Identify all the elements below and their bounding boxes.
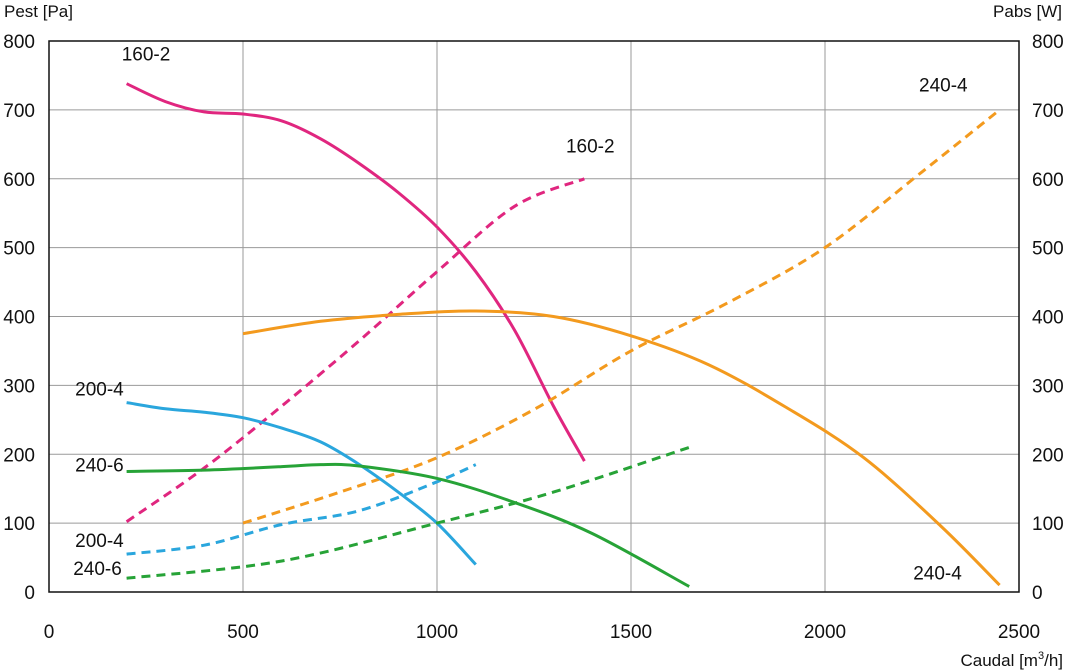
series-200-4-power-line [126,463,477,556]
x-tick-label: 0 [44,622,55,643]
x-tick-label: 2500 [998,622,1040,643]
series-label: 160-2 [566,137,615,158]
series-240-6-power-line [126,445,690,580]
series-240-4-power-line [242,108,1001,525]
series-label: 200-4 [75,380,124,401]
y-tick-labels-left: 0 100 200 300 400 500 600 700 800 [3,32,35,604]
x-axis-title: Caudal [m3/h] [960,650,1063,670]
y-tick-label-right: 400 [1032,308,1064,329]
y-tick-label-left: 100 [3,514,35,535]
plot-frame [48,40,1020,593]
x-axis-title-main: Caudal [m [960,651,1037,670]
y-axis-title-left: Pest [Pa] [4,2,73,21]
x-tick-labels: 0 500 1000 1500 2000 2500 [44,622,1040,643]
y-tick-labels-right: 0 100 200 300 400 500 600 700 800 [1032,32,1064,604]
series-label: 240-4 [919,75,968,96]
y-tick-label-left: 700 [3,101,35,122]
y-tick-label-right: 600 [1032,170,1064,191]
x-tick-label: 1000 [416,622,458,643]
series-label: 200-4 [75,531,124,552]
series-group [125,82,1001,588]
y-tick-label-left: 600 [3,170,35,191]
series-160-2-power-line [125,177,585,523]
y-tick-label-right: 700 [1032,101,1064,122]
series-240-6-pressure-line [126,462,690,588]
y-tick-label-left: 200 [3,445,35,466]
series-labels: 160-2 160-2 240-4 240-4 200-4 200-4 240-6 240-6 [73,44,968,584]
x-axis-title-sup: 3 [1038,650,1044,662]
series-label: 240-6 [73,559,122,580]
series-160-2-pressure-line [125,82,586,462]
y-axis-title-right: Pabs [W] [993,2,1062,21]
series-label: 160-2 [122,44,171,65]
series-label: 240-6 [75,455,124,476]
y-tick-label-right: 500 [1032,239,1064,260]
y-tick-label-right: 800 [1032,32,1064,53]
y-tick-label-left: 0 [24,583,35,604]
y-tick-label-right: 200 [1032,445,1064,466]
grid [49,41,1019,592]
x-tick-label: 1500 [610,622,652,643]
x-axis-title-tail: /h] [1044,651,1063,670]
series-200-4-pressure-line [126,401,477,566]
y-tick-label-right: 300 [1032,376,1064,397]
series-label: 240-4 [913,564,962,585]
x-tick-label: 2000 [804,622,846,643]
y-tick-label-right: 0 [1032,583,1043,604]
series-240-4-pressure-line [242,309,1001,587]
y-tick-label-left: 800 [3,32,35,53]
x-tick-label: 500 [227,622,259,643]
y-tick-label-left: 300 [3,376,35,397]
y-tick-label-right: 100 [1032,514,1064,535]
y-tick-label-left: 500 [3,239,35,260]
y-tick-label-left: 400 [3,308,35,329]
